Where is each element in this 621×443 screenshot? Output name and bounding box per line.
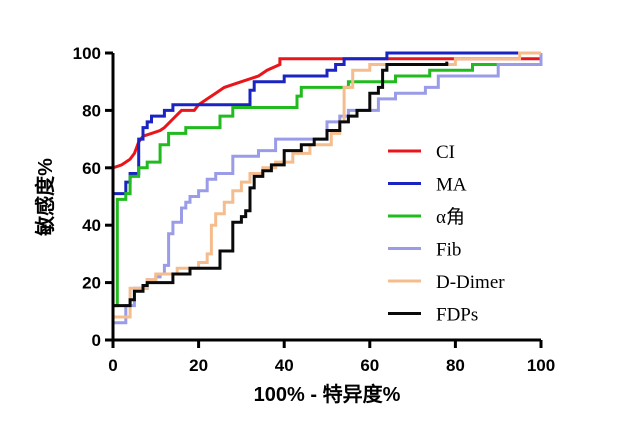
y-tick-label: 40 [82,216,101,235]
x-tick-label: 80 [446,356,465,375]
legend-label: FDPs [436,305,478,326]
legend-label: Fib [436,240,461,261]
legend: CI MA α角 Fib D-Dimer FDPs [388,142,505,326]
legend-item: MA [388,175,467,196]
y-tick-label: 100 [73,44,101,63]
y-tick-label: 20 [82,274,101,293]
legend-item: Fib [388,240,461,261]
legend-label: α角 [436,206,465,228]
legend-label: CI [436,142,455,163]
legend-item: D-Dimer [388,272,505,293]
series-line-2 [111,53,543,340]
y-tick-label: 60 [82,159,101,178]
x-tick-label: 100 [527,356,555,375]
series-line-3 [111,53,543,340]
x-tick-label: 40 [275,356,294,375]
ticks-layer: 0 20 40 60 80 100 0 20 40 60 80 100 [73,44,556,375]
x-tick-label: 60 [360,356,379,375]
legend-item: α角 [388,206,465,228]
curves-layer [111,51,543,340]
y-tick-label: 0 [92,331,101,350]
axes-layer [111,53,541,342]
legend-label: D-Dimer [436,272,505,293]
x-axis-title: 100% - 特异度% [254,382,401,406]
series-line-4 [111,51,541,340]
legend-label: MA [436,175,467,196]
y-axis-title: 敏感度% [33,158,57,237]
series-line-0 [111,53,543,340]
legend-item: FDPs [388,305,478,326]
x-tick-label: 0 [108,356,117,375]
series-line-1 [111,51,541,340]
x-tick-label: 20 [189,356,208,375]
legend-item: CI [388,142,455,163]
y-tick-label: 80 [82,101,101,120]
series-line-5 [111,61,449,340]
